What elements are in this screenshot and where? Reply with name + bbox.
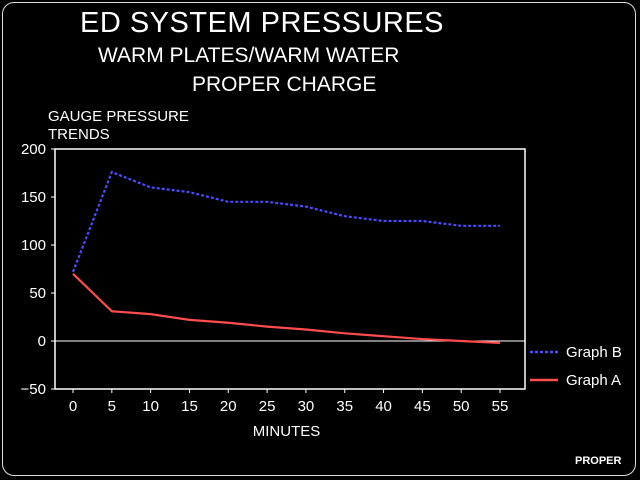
chart-subtitle-line2: PROPER CHARGE [192, 73, 377, 96]
y-tick-label: 150 [21, 189, 46, 206]
x-tick-label: 30 [298, 398, 315, 415]
y-axis-label-line2: TRENDS [48, 126, 110, 143]
x-tick-label: 35 [336, 398, 353, 415]
screen-frame [2, 2, 636, 476]
x-tick-label: 40 [375, 398, 392, 415]
y-tick-label: −50 [21, 381, 46, 398]
x-tick-label: 5 [108, 398, 116, 415]
x-tick-label: 25 [259, 398, 276, 415]
x-tick-label: 45 [414, 398, 431, 415]
plot-frame [54, 148, 526, 390]
chart-subtitle-line1: WARM PLATES/WARM WATER [98, 44, 400, 67]
x-tick-label: 10 [142, 398, 159, 415]
y-tick-label: 0 [38, 333, 46, 350]
y-tick-label: 200 [21, 141, 46, 158]
footer-label: PROPER [575, 455, 622, 467]
y-tick-label: 50 [29, 285, 46, 302]
x-tick-label: 55 [492, 398, 509, 415]
series-line-graph-b [71, 170, 500, 273]
legend-label: Graph A [566, 372, 621, 389]
x-axis-label: MINUTES [253, 423, 321, 440]
x-tick-label: 50 [453, 398, 470, 415]
y-tick-label: 100 [21, 237, 46, 254]
y-axis-label-line1: GAUGE PRESSURE [48, 108, 189, 125]
x-tick-label: 0 [69, 398, 77, 415]
series-line-graph-a [72, 273, 501, 345]
x-tick-label: 15 [181, 398, 198, 415]
y-axis-label: GAUGE PRESSURE TRENDS [48, 108, 189, 144]
chart-title: ED SYSTEM PRESSURES [80, 7, 445, 39]
legend-label: Graph B [566, 344, 622, 361]
x-tick-label: 20 [220, 398, 237, 415]
